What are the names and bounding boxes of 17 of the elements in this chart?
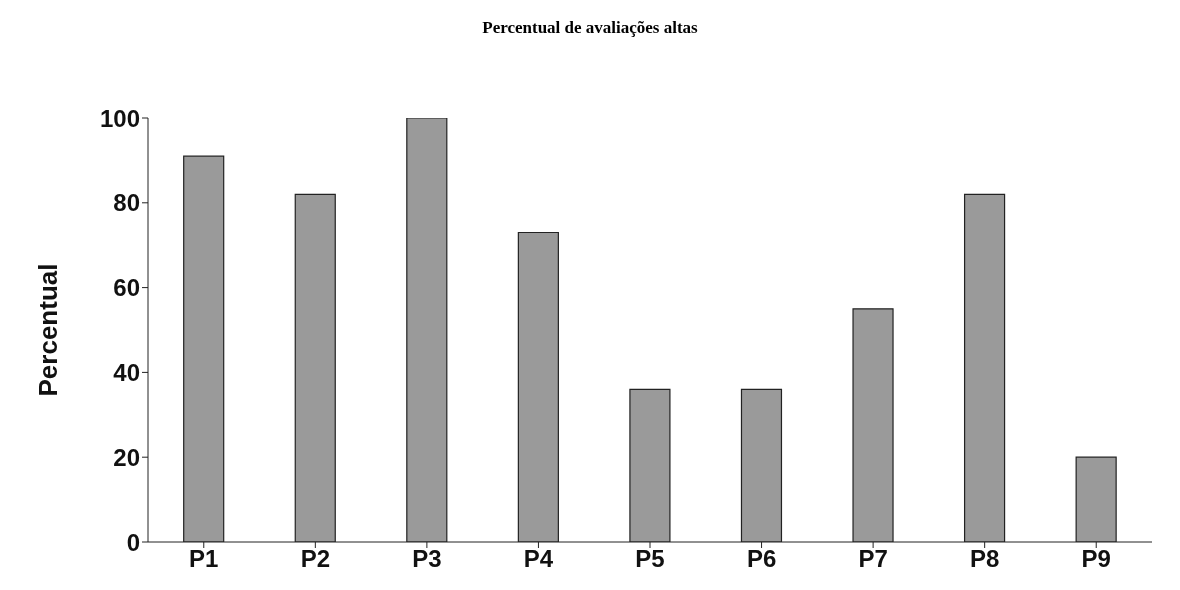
- y-tick-label: 60: [113, 274, 140, 302]
- y-tick-label: 0: [126, 528, 140, 556]
- x-tick-label: P4: [523, 545, 554, 573]
- y-tick-label: 100: [99, 104, 140, 132]
- x-tick-label: P2: [300, 545, 331, 573]
- x-tick-label: P5: [635, 545, 665, 573]
- chart-title: Percentual de avaliações altas: [481, 17, 699, 39]
- x-tick-label: P8: [969, 545, 1000, 573]
- x-tick-label: P9: [1081, 545, 1111, 573]
- x-tick-label: P6: [746, 545, 777, 573]
- x-tick-label: P1: [189, 545, 219, 573]
- y-tick-label: 40: [113, 358, 140, 386]
- y-axis-title: Percentual: [33, 263, 64, 397]
- x-tick-label: P3: [412, 545, 442, 573]
- y-tick-label: 20: [113, 443, 140, 471]
- x-tick-label: P7: [858, 545, 888, 573]
- y-tick-label: 80: [113, 189, 140, 217]
